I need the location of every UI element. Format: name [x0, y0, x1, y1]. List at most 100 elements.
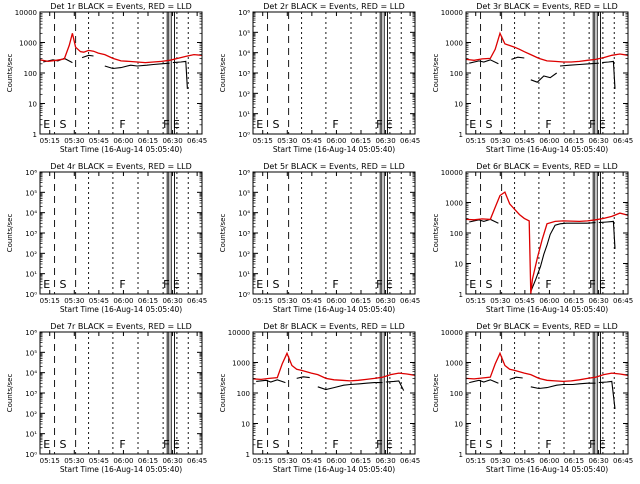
y-tick-label: 10⁶ [238, 169, 250, 177]
marker-label-f: F [545, 118, 551, 131]
panel-title: Det 3r BLACK = Events, RED = LLD [476, 2, 618, 11]
events-series-line [530, 222, 596, 292]
events-series-line [602, 60, 616, 89]
marker-label-e: E [469, 278, 476, 291]
x-tick-label: 06:30 [162, 137, 182, 145]
marker-label-f: F [545, 278, 551, 291]
y-tick-label: 100 [450, 390, 463, 398]
x-axis-label: Start Time (16-Aug-14 05:05:40) [273, 145, 395, 154]
x-tick-label: 06:15 [138, 137, 158, 145]
x-tick-label: 05:15 [466, 137, 486, 145]
y-tick-label: 10⁰ [25, 291, 37, 299]
y-tick-label: 10¹ [238, 111, 250, 119]
y-tick-label: 1000 [445, 360, 463, 368]
panel-title: Det 1r BLACK = Events, RED = LLD [50, 2, 192, 11]
x-tick-label: 05:30 [64, 297, 84, 305]
panel-title: Det 5r BLACK = Events, RED = LLD [263, 162, 405, 171]
events-series-line [530, 382, 596, 390]
y-tick-label: 10 [241, 421, 250, 429]
marker-label-f: F [119, 118, 125, 131]
y-tick-label: 10 [454, 261, 463, 269]
marker-label-e: E [386, 278, 393, 291]
marker-label-f: F [376, 118, 382, 131]
marker-label-e: E [173, 438, 180, 451]
y-tick-label: 10⁴ [238, 50, 250, 58]
y-tick-label: 10 [28, 101, 37, 109]
panel-title: Det 8r BLACK = Events, RED = LLD [263, 322, 405, 331]
y-tick-label: 10⁰ [238, 131, 250, 139]
events-series-line [104, 62, 170, 70]
x-tick-label: 06:45 [613, 297, 633, 305]
marker-label-f: F [163, 118, 169, 131]
y-tick-label: 10⁴ [238, 210, 250, 218]
y-tick-label: 1 [459, 291, 463, 299]
marker-label-e: E [43, 278, 50, 291]
marker-label-e: E [43, 118, 50, 131]
marker-label-e: E [256, 438, 263, 451]
y-axis-label: Counts/sec [219, 214, 227, 253]
x-tick-label: 06:00 [113, 297, 133, 305]
plot-frame [465, 171, 629, 295]
y-tick-label: 10³ [25, 390, 37, 398]
marker-label-f: F [376, 438, 382, 451]
y-tick-label: 10² [238, 250, 250, 258]
y-tick-label: 10⁰ [238, 291, 250, 299]
y-tick-label: 10 [454, 101, 463, 109]
events-series-line [317, 382, 383, 391]
x-tick-label: 06:15 [351, 457, 371, 465]
y-tick-label: 100 [24, 70, 37, 78]
plot-frame [465, 331, 629, 455]
plot-frame [39, 331, 203, 455]
marker-label-f: F [119, 278, 125, 291]
y-tick-label: 10² [25, 250, 37, 258]
marker-label-s: S [59, 278, 66, 291]
events-series-line [296, 376, 310, 379]
x-axis-label: Start Time (16-Aug-14 05:05:40) [486, 465, 608, 474]
y-tick-label: 10⁵ [25, 349, 37, 357]
x-tick-label: 06:30 [375, 137, 395, 145]
x-tick-label: 06:00 [539, 137, 559, 145]
marker-label-s: S [272, 438, 279, 451]
marker-label-f: F [589, 438, 595, 451]
lld-series-line [465, 191, 629, 295]
y-tick-label: 10¹ [238, 271, 250, 279]
lld-series-line [465, 351, 629, 383]
y-tick-label: 10² [25, 410, 37, 418]
marker-label-s: S [485, 118, 492, 131]
marker-label-e: E [43, 438, 50, 451]
marker-label-e: E [386, 118, 393, 131]
x-tick-label: 06:00 [539, 297, 559, 305]
lld-series-line [39, 33, 203, 64]
x-tick-label: 06:45 [187, 457, 207, 465]
x-tick-label: 05:30 [277, 297, 297, 305]
marker-label-f: F [119, 438, 125, 451]
y-tick-label: 10³ [238, 230, 250, 238]
lld-series-line [465, 31, 629, 63]
y-tick-label: 10000 [228, 329, 250, 337]
y-tick-label: 10⁴ [25, 370, 37, 378]
marker-label-s: S [485, 278, 492, 291]
events-series-line [598, 380, 616, 409]
y-tick-label: 1000 [232, 360, 250, 368]
x-tick-label: 05:45 [515, 297, 535, 305]
y-tick-label: 1 [246, 451, 250, 459]
x-tick-label: 06:15 [564, 297, 584, 305]
x-tick-label: 05:30 [277, 137, 297, 145]
x-tick-label: 05:30 [490, 297, 510, 305]
y-tick-label: 10000 [441, 169, 463, 177]
x-tick-label: 05:45 [89, 137, 109, 145]
lld-series-line [252, 351, 416, 382]
x-tick-label: 06:30 [162, 297, 182, 305]
y-tick-label: 1 [33, 131, 37, 139]
x-tick-label: 06:00 [113, 137, 133, 145]
plot-frame [465, 11, 629, 135]
plot-frame [252, 171, 416, 295]
x-tick-label: 05:30 [64, 137, 84, 145]
marker-label-e: E [469, 438, 476, 451]
